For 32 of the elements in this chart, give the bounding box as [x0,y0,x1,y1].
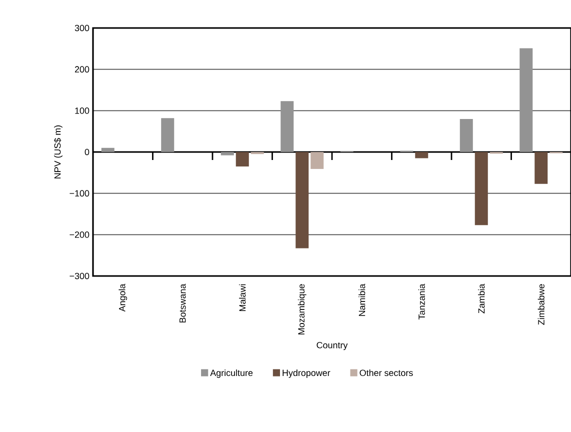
bar [534,152,548,184]
bar [460,118,473,152]
legend-label: Other sectors [360,369,413,376]
bar [101,148,114,152]
bar [161,118,174,152]
y-tick-label: 0 [84,148,90,156]
x-axis-title: Country [316,342,348,350]
y-tick-label: −100 [70,190,90,197]
y-tick-label: 100 [75,107,90,114]
x-tick-label: Angola [118,284,128,312]
x-tick-label: Malawi [239,284,246,311]
bar [236,152,249,166]
y-axis-title: NPV (US$ m) [54,125,62,178]
bar [474,152,488,226]
bar [520,48,533,152]
x-tick-label: Botswana [179,284,186,322]
y-tick-label: 300 [74,24,90,32]
bar [310,152,324,169]
legend-label: Hydropower [282,369,330,378]
y-tick-label: 200 [74,66,90,73]
y-tick-label: −200 [70,231,90,238]
bar [415,152,428,158]
x-tick-label: Namibia [358,284,366,316]
bar [220,152,234,156]
legend-label: Agriculture [210,369,253,378]
x-tick-label: Mozambique [298,284,306,334]
x-tick-label: Tanzania [418,284,425,320]
y-tick-label: −300 [70,272,90,280]
bar [296,152,309,248]
x-tick-label: Zambia [478,284,485,314]
x-tick-label: Zimbabwe [538,284,544,325]
bar [280,101,294,152]
